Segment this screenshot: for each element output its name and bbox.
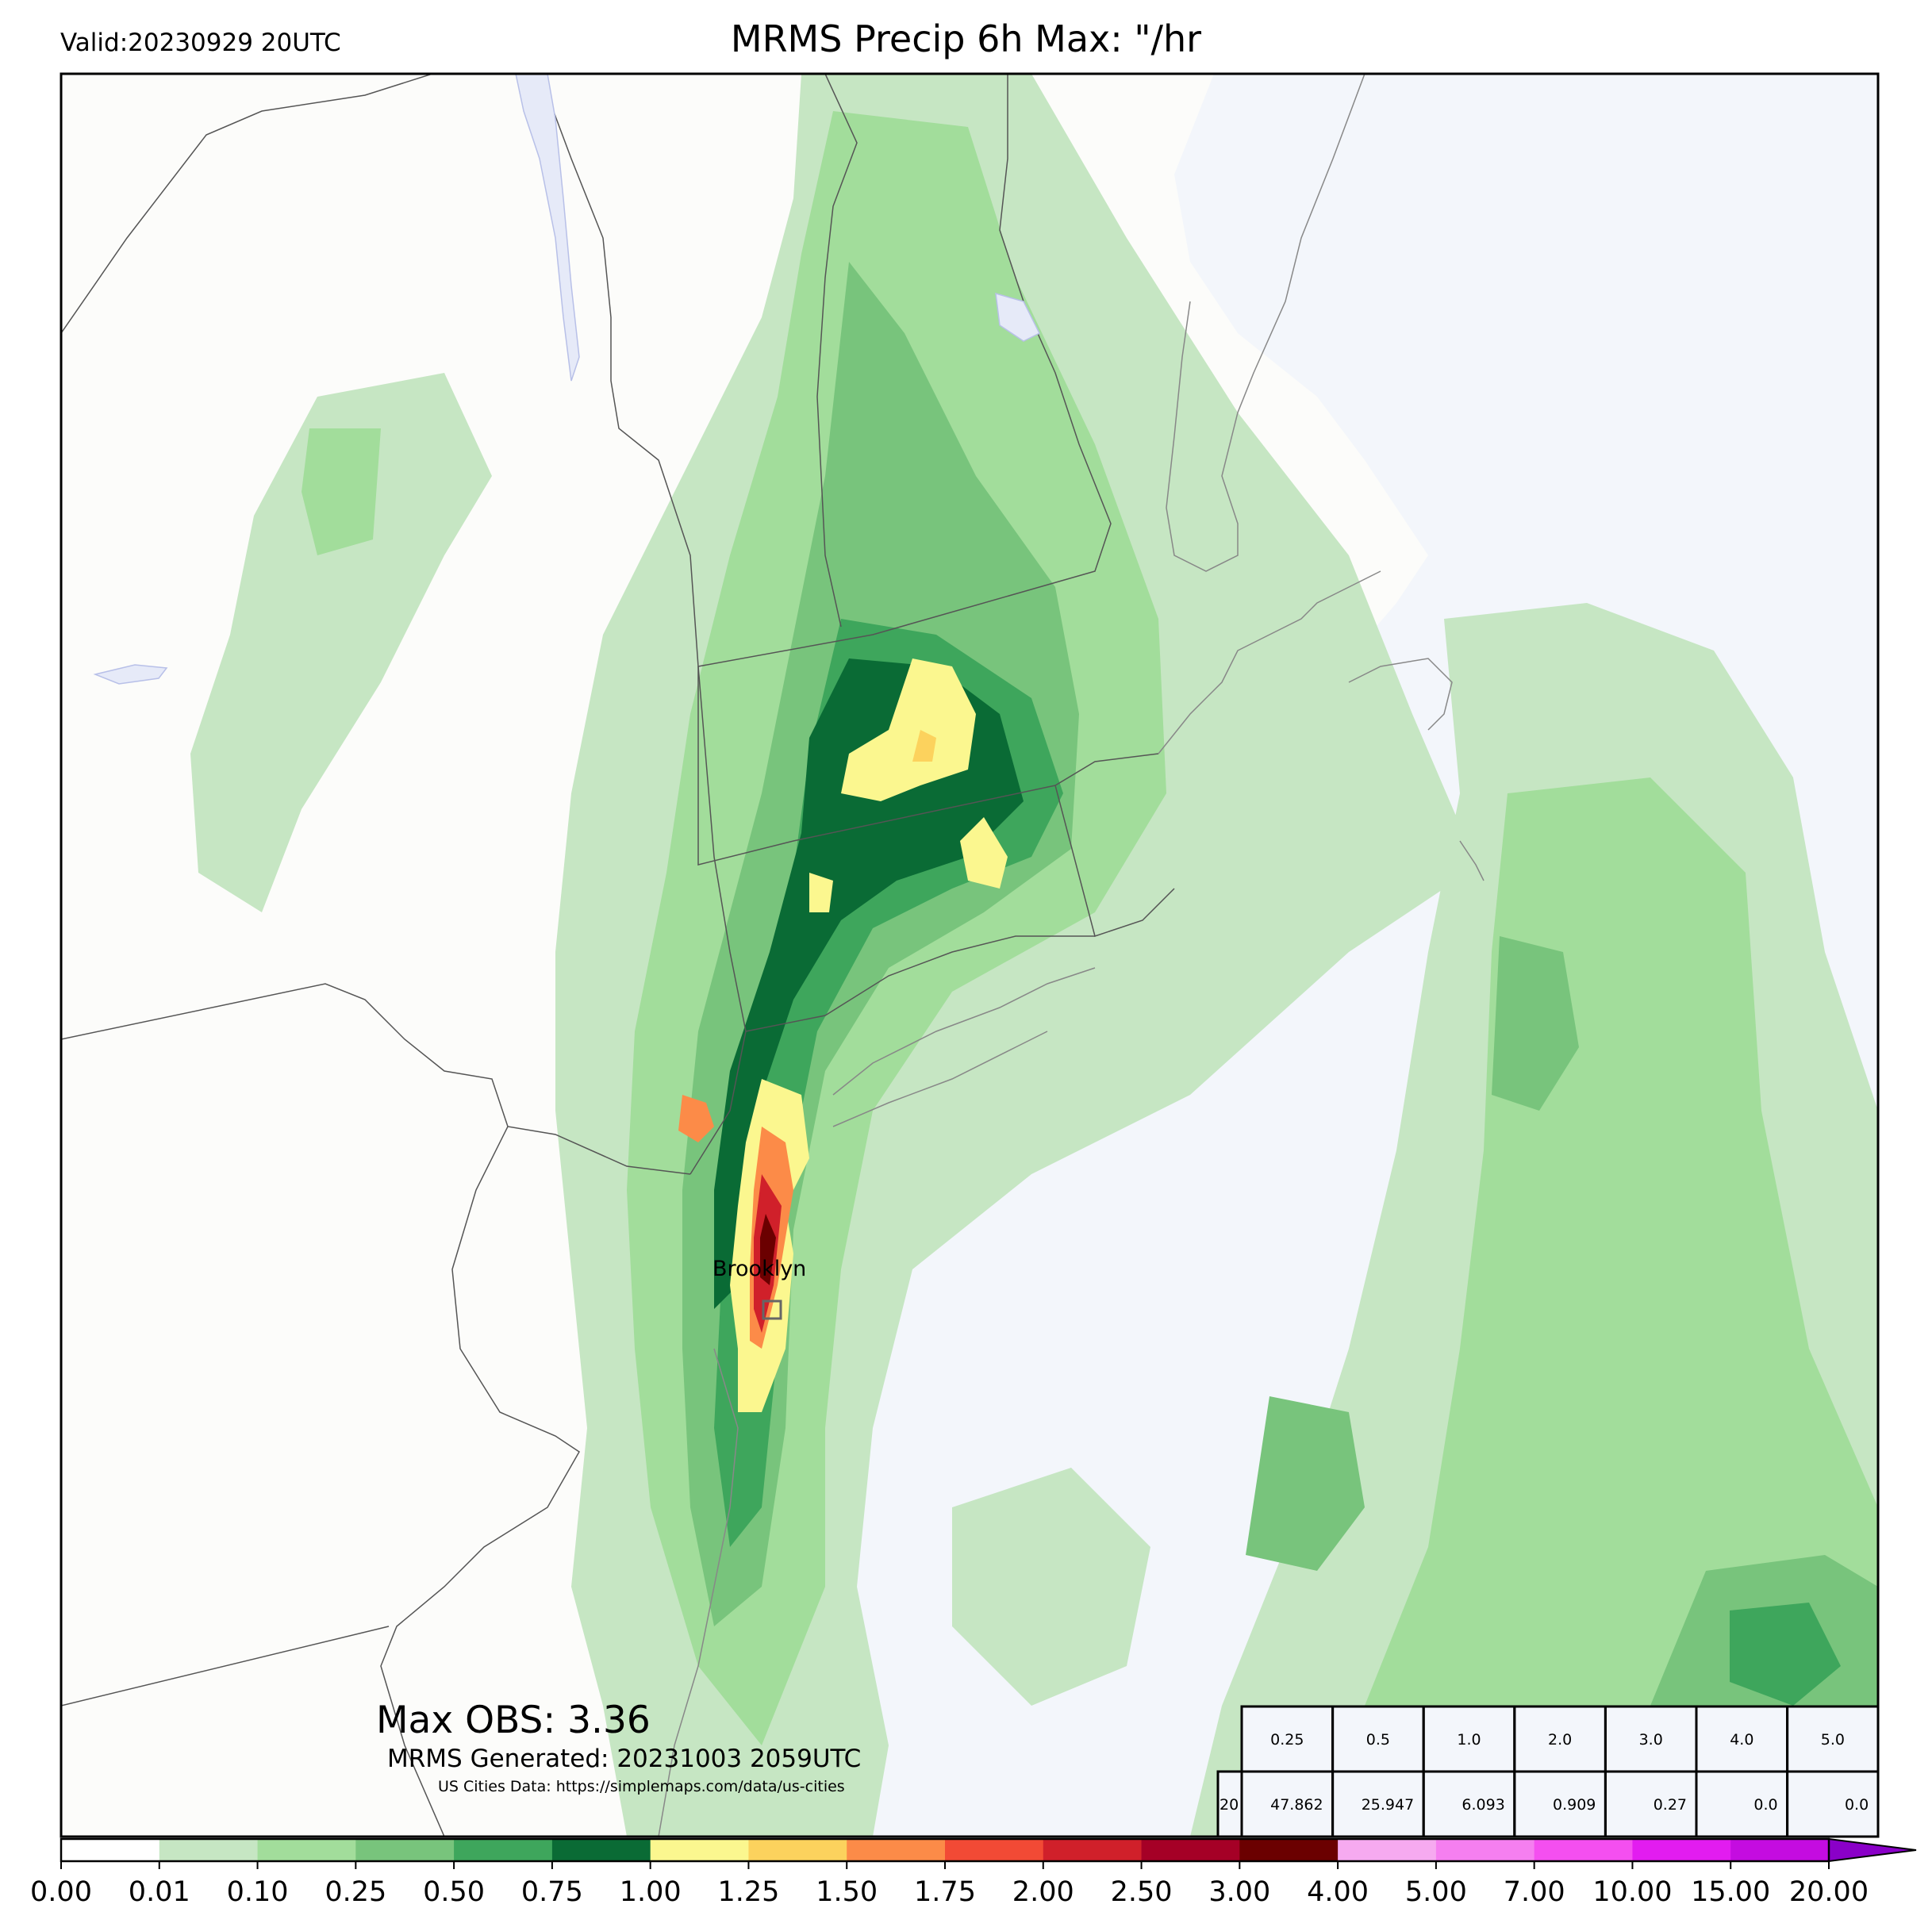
table-value: 0.0 <box>1753 1796 1777 1814</box>
colorbar-tick-label: 0.25 <box>325 1876 386 1908</box>
max-obs-label: Max OBS: 3.36 <box>376 1699 651 1742</box>
colorbar-segment <box>1730 1839 1830 1861</box>
colorbar-segment <box>650 1839 749 1861</box>
stats-table: 0.25 47.862 0.5 25.947 1.0 6.093 2.0 0.909 3.0 0.… <box>1216 1705 1878 1837</box>
table-value: 25.947 <box>1362 1796 1414 1814</box>
city-marker-icon <box>762 1299 782 1320</box>
colorbar-segment <box>159 1839 259 1861</box>
colorbar-segment <box>1338 1839 1437 1861</box>
colorbar-segment <box>1534 1839 1633 1861</box>
colorbar-tick-label: 20.00 <box>1789 1876 1869 1908</box>
colorbar-segment <box>945 1839 1044 1861</box>
precip-field-extreme <box>678 658 1008 1412</box>
precip-field-very-intense <box>714 658 1024 1309</box>
colorbar-segment <box>1632 1839 1731 1861</box>
colorbar-segment <box>1239 1839 1339 1861</box>
coastline <box>658 74 1485 1837</box>
colorbar-segment <box>847 1839 946 1861</box>
city-label: Brooklyn <box>712 1257 806 1281</box>
colorbar-tick-label: 2.50 <box>1111 1876 1173 1908</box>
colorbar-tick-label: 0.01 <box>129 1876 190 1908</box>
colorbar-tick-label: 3.00 <box>1208 1876 1270 1908</box>
colorbar-segment <box>748 1839 847 1861</box>
table-value: 0.909 <box>1553 1796 1596 1814</box>
table-value: 47.862 <box>1270 1796 1323 1814</box>
map-title: MRMS Precip 6h Max: "/hr <box>730 17 1202 60</box>
boundary-lines <box>61 74 1175 1837</box>
valid-time: Valid:20230929 20UTC <box>60 29 341 57</box>
table-value: 6.093 <box>1461 1796 1504 1814</box>
colorbar-tick-label: 1.50 <box>816 1876 878 1908</box>
colorbar-segment <box>257 1839 356 1861</box>
table-row-label: 20 <box>1220 1796 1239 1814</box>
colorbar-tick-label: 1.75 <box>914 1876 976 1908</box>
colorbar-tick-label: 0.10 <box>227 1876 289 1908</box>
colorbar-tick-label: 1.00 <box>620 1876 682 1908</box>
colorbar-tick-label: 0.00 <box>30 1876 92 1908</box>
colorbar-tick-label: 15.00 <box>1691 1876 1770 1908</box>
colorbar-segment <box>1141 1839 1240 1861</box>
colorbar-extend-arrow-icon <box>1828 1837 1917 1863</box>
cities-credit: US Cities Data: https://simplemaps.com/d… <box>438 1778 845 1795</box>
colorbar-tick-label: 4.00 <box>1307 1876 1369 1908</box>
colorbar-segment <box>454 1839 553 1861</box>
colorbar-tick-label: 0.50 <box>423 1876 485 1908</box>
colorbar-segment <box>1043 1839 1143 1861</box>
colorbar-tick-label: 5.00 <box>1405 1876 1467 1908</box>
table-threshold: 1.0 <box>1457 1731 1481 1749</box>
lakes <box>93 74 1041 685</box>
colorbar-tick-label: 0.75 <box>521 1876 583 1908</box>
table-threshold: 2.0 <box>1548 1731 1572 1749</box>
colorbar-segment <box>1435 1839 1535 1861</box>
generated-label: MRMS Generated: 20231003 2059UTC <box>387 1745 861 1773</box>
table-threshold: 3.0 <box>1639 1731 1663 1749</box>
colorbar: 0.00 0.01 0.10 0.25 0.50 0.75 1.00 1.25 1.50 1.75… <box>30 1837 1917 1908</box>
colorbar-tick-label: 7.00 <box>1504 1876 1565 1908</box>
colorbar-tick-label: 10.00 <box>1592 1876 1672 1908</box>
table-threshold: 4.0 <box>1730 1731 1753 1749</box>
table-threshold: 5.0 <box>1821 1731 1845 1749</box>
table-threshold: 0.25 <box>1270 1731 1304 1749</box>
map-frame <box>60 72 1880 1838</box>
colorbar-segment <box>61 1839 160 1861</box>
colorbar-segment <box>551 1839 651 1861</box>
table-threshold: 0.5 <box>1366 1731 1390 1749</box>
table-row-label-cell <box>1216 1770 1243 1837</box>
table-value: 0.0 <box>1845 1796 1869 1814</box>
table-value-cell <box>1786 1770 1878 1837</box>
colorbar-segment <box>355 1839 455 1861</box>
colorbar-tick-label: 1.25 <box>717 1876 779 1908</box>
colorbar-tick-label: 2.00 <box>1012 1876 1074 1908</box>
table-value: 0.27 <box>1654 1796 1687 1814</box>
